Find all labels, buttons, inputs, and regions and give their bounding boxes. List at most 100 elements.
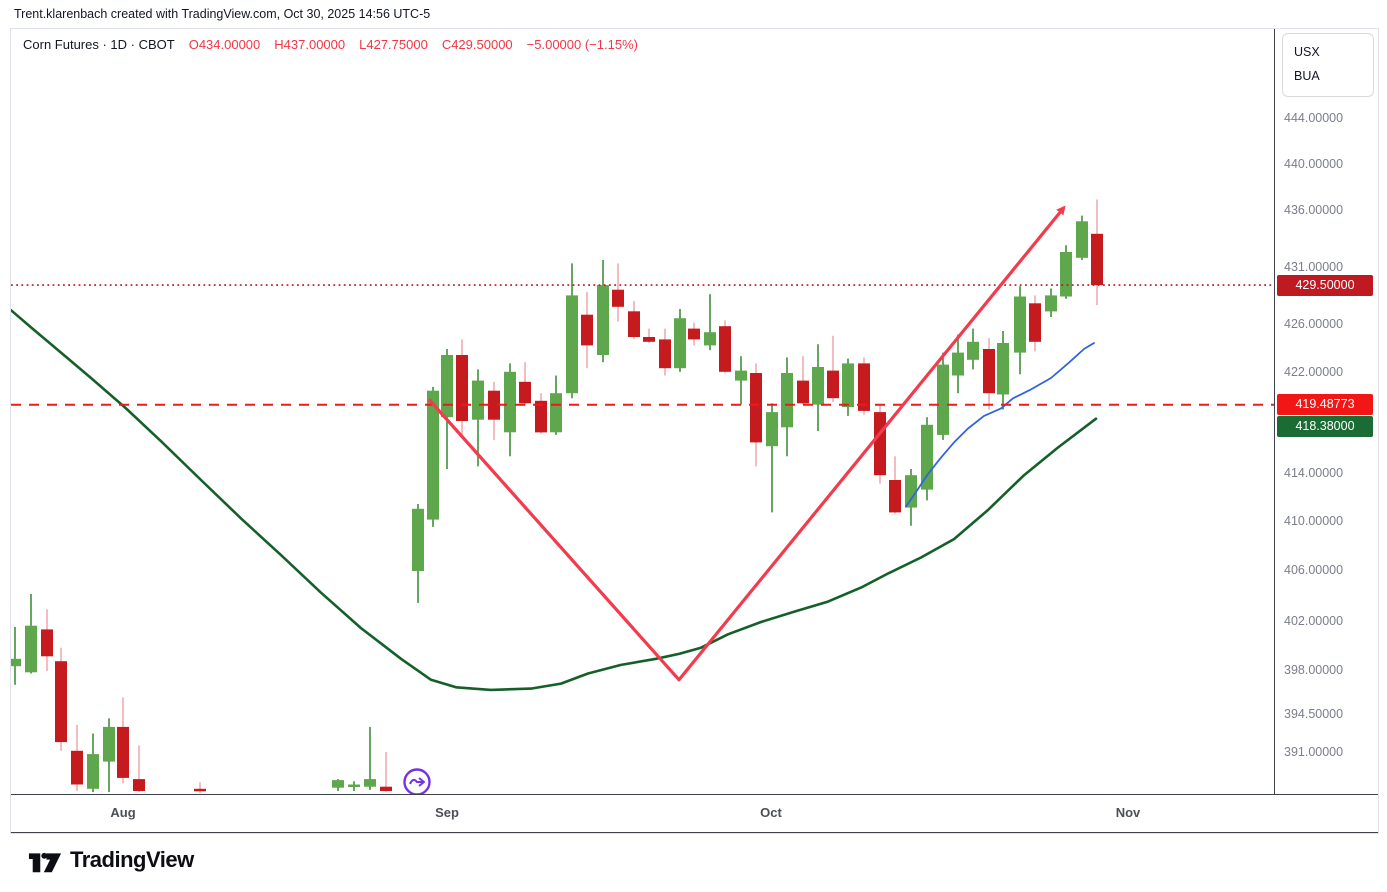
ohlc-low: L427.75000 — [359, 37, 428, 52]
candle-body — [1029, 303, 1041, 342]
candle-body — [905, 475, 917, 508]
candle-body — [133, 779, 145, 791]
candle-body — [103, 726, 115, 762]
slow-ma-line — [11, 308, 1098, 692]
tradingview-logo-text: TradingView — [70, 847, 194, 872]
compare-symbol-bua: BUA — [1294, 68, 1320, 83]
price-tick-label: 391.00000 — [1284, 745, 1344, 759]
price-tick-label: 431.00000 — [1284, 260, 1344, 274]
month-label-aug: Aug — [110, 805, 136, 820]
price-tick-label: 444.00000 — [1284, 111, 1344, 125]
candle-body — [628, 311, 640, 337]
candle-body — [643, 337, 655, 342]
candle-body — [412, 508, 424, 571]
last-price-badge: 429.50000 — [1277, 274, 1373, 296]
candle-body — [704, 332, 716, 346]
candle-body — [827, 370, 839, 399]
candle-body — [921, 424, 933, 490]
price-axis-divider — [1274, 29, 1275, 833]
candle-body — [797, 380, 809, 404]
candle-body — [87, 754, 99, 789]
price-tick-label: 398.00000 — [1284, 663, 1344, 677]
candle-body — [55, 661, 67, 743]
trend-arrow-drawing[interactable] — [427, 205, 1066, 682]
candle-body — [488, 390, 500, 420]
candle-body — [25, 625, 37, 673]
candle-body — [967, 341, 979, 360]
candle-body — [194, 788, 206, 792]
candle-body — [11, 658, 21, 667]
candle-body — [842, 363, 854, 408]
tradingview-logo-mark — [28, 852, 62, 873]
candle-body — [719, 326, 731, 372]
candle-body — [535, 400, 547, 433]
tradingview-logo[interactable]: TradingView — [28, 846, 194, 874]
candle-body — [688, 328, 700, 340]
candle-body — [332, 780, 344, 788]
symbol-title: Corn Futures · 1D · CBOT — [23, 37, 175, 52]
candle-body — [750, 373, 762, 443]
price-tick-label: 414.00000 — [1284, 466, 1344, 480]
candle-body — [674, 318, 686, 369]
candle-body — [550, 393, 562, 433]
ohlc-close: C429.50000 — [441, 37, 513, 52]
candle-body — [41, 629, 53, 657]
candle-body — [812, 367, 824, 405]
candle-body — [952, 352, 964, 376]
line-price-badge: 419.48773 — [1277, 394, 1373, 416]
chart-frame: Corn Futures · 1D · CBOT O434.00000 H437.0… — [10, 28, 1379, 834]
price-tick-label: 406.00000 — [1284, 563, 1344, 577]
symbol-legend: Corn Futures · 1D · CBOT O434.00000 H437.0… — [23, 37, 652, 52]
candle-body — [519, 381, 531, 404]
candle-body — [364, 779, 376, 787]
candle-body — [858, 363, 870, 411]
candle-body — [441, 355, 453, 418]
price-tick-label: 422.00000 — [1284, 365, 1344, 379]
candle-body — [781, 373, 793, 428]
candle-body — [117, 726, 129, 778]
candles-layer — [11, 199, 1103, 794]
fast-ma-line — [905, 342, 1095, 508]
candle-body — [937, 364, 949, 435]
price-tick-label: 410.00000 — [1284, 514, 1344, 528]
candle-body — [348, 784, 360, 787]
candle-body — [427, 390, 439, 520]
candle-body — [456, 355, 468, 421]
ohlc-change: −5.00000 (−1.15%) — [526, 37, 638, 52]
candle-body — [659, 339, 671, 369]
compare-symbols-box[interactable]: USX BUA — [1282, 33, 1374, 97]
time-axis[interactable]: Aug Sep Oct Nov — [11, 794, 1378, 833]
candle-body — [1076, 221, 1088, 258]
candle-body — [983, 349, 995, 394]
candle-body — [889, 480, 901, 513]
price-tick-label: 402.00000 — [1284, 614, 1344, 628]
candle-body — [71, 750, 83, 785]
arrow-anchor-icon[interactable] — [403, 768, 431, 795]
candle-body — [1045, 295, 1057, 312]
price-tick-label: 394.50000 — [1284, 707, 1344, 721]
candle-body — [874, 412, 886, 476]
candle-body — [472, 380, 484, 420]
candle-body — [504, 371, 516, 433]
price-tick-label: 436.00000 — [1284, 203, 1344, 217]
candle-body — [1060, 252, 1072, 297]
candle-body — [1091, 233, 1103, 286]
candle-body — [735, 370, 747, 381]
month-label-sep: Sep — [435, 805, 459, 820]
attribution-text: Trent.klarenbach created with TradingVie… — [14, 7, 431, 21]
candle-body — [597, 285, 609, 355]
candle-body — [612, 289, 624, 307]
compare-symbol-usx: USX — [1294, 45, 1320, 59]
candle-body — [566, 295, 578, 394]
ohlc-high: H437.00000 — [274, 37, 346, 52]
candle-body — [1014, 296, 1026, 353]
ma-price-badge: 418.38000 — [1277, 416, 1373, 438]
price-chart-plot[interactable] — [11, 29, 1274, 794]
candle-body — [997, 343, 1009, 395]
candle-body — [766, 412, 778, 447]
month-label-oct: Oct — [760, 805, 782, 820]
month-label-nov: Nov — [1115, 805, 1141, 820]
candle-body — [380, 786, 392, 791]
ohlc-open: O434.00000 — [188, 37, 261, 52]
